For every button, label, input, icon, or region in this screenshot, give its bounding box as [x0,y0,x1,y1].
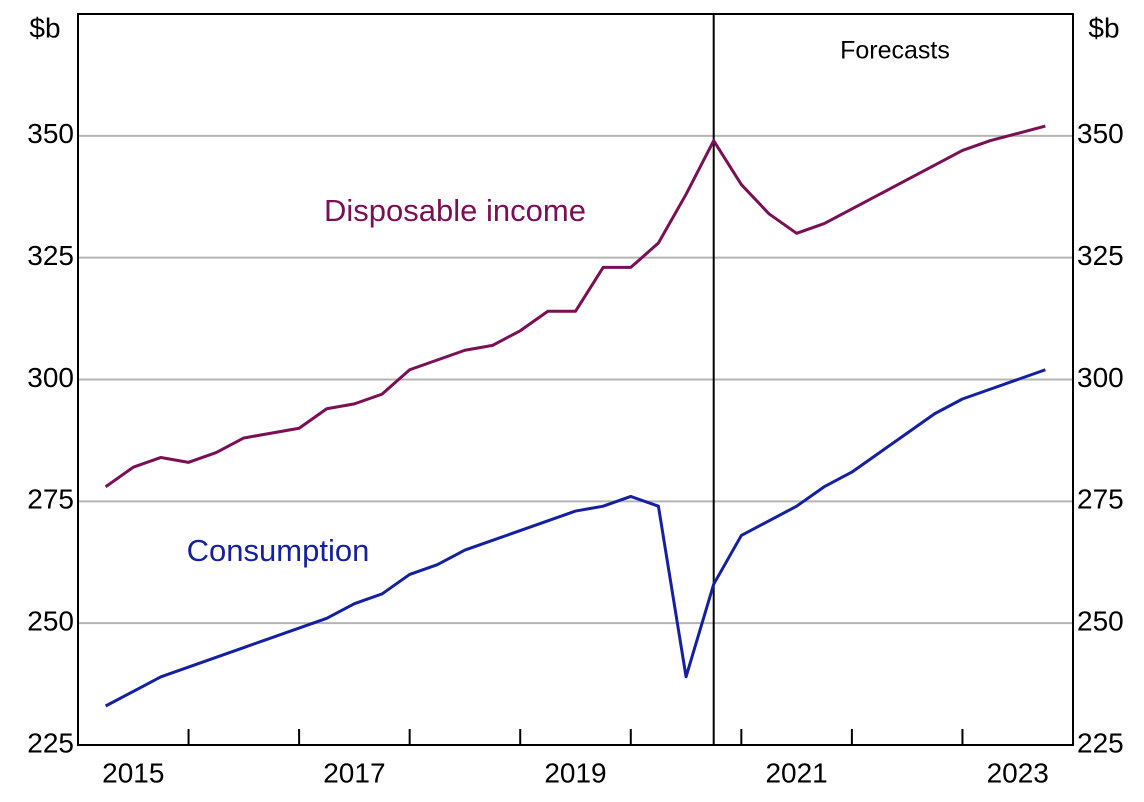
y-tick-label-right: 225 [1077,727,1124,758]
x-tick-label: 2023 [987,757,1049,788]
y-tick-label: 250 [27,606,74,637]
y-tick-label: 350 [27,118,74,149]
y-tick-label: 275 [27,484,74,515]
line-series [104,124,1046,488]
left-unit: $b [29,12,60,43]
y-tick-label: 225 [27,727,74,758]
series-label: Consumption [187,533,370,568]
x-tick-label: 2015 [102,757,164,788]
y-tick-label-right: 275 [1077,484,1124,515]
x-tick-label: 2017 [323,757,385,788]
series-label: Disposable income [324,193,586,228]
y-tick-label-right: 250 [1077,606,1124,637]
y-tick-label-right: 300 [1077,362,1124,393]
line-series [104,368,1046,708]
y-tick-label: 325 [27,240,74,271]
x-tick-label: 2019 [544,757,606,788]
x-tick-label: 2021 [765,757,827,788]
y-tick-label: 300 [27,362,74,393]
right-unit: $b [1088,12,1119,43]
y-tick-label-right: 350 [1077,118,1124,149]
annotation: Forecasts [840,37,950,65]
y-tick-label-right: 325 [1077,240,1124,271]
plot-frame [77,13,1074,746]
